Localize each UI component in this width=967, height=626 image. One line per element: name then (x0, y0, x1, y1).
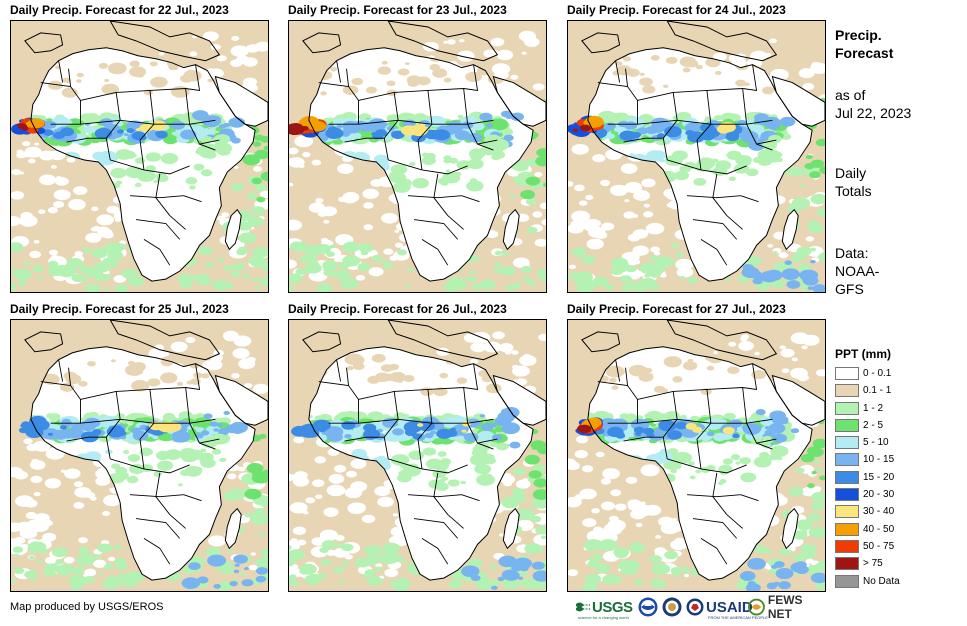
forecast-map (10, 20, 269, 293)
panel-title: Daily Precip. Forecast for 23 Jul., 2023 (288, 3, 507, 17)
noaa-emblem-icon (638, 597, 658, 617)
legend-label: 1 - 2 (863, 402, 884, 414)
fews-net-wordmark: FEWS NET (767, 593, 803, 621)
legend-swatch (835, 401, 859, 415)
noaa-logo (638, 596, 658, 618)
legend-swatch (835, 418, 859, 432)
legend-swatch (835, 557, 859, 571)
sidebar-totals-line1: Daily (835, 165, 867, 181)
dhs-logo (662, 596, 682, 618)
usgs-wave-icon (576, 602, 590, 612)
dhs-seal-icon (662, 597, 682, 617)
panel-title: Daily Precip. Forecast for 26 Jul., 2023 (288, 302, 507, 316)
legend-swatch (835, 453, 859, 467)
legend-label: 10 - 15 (863, 454, 895, 466)
forecast-map (288, 319, 547, 592)
forecast-map (288, 20, 547, 293)
forecast-panel-day3: Daily Precip. Forecast for 24 Jul., 2023 (567, 3, 826, 293)
legend-label: 0 - 0.1 (863, 368, 892, 379)
usaid-wordmark: USAID (706, 598, 753, 616)
legend-label: 2 - 5 (863, 419, 884, 431)
legend-label: 40 - 50 (863, 523, 895, 535)
legend-swatch (835, 384, 859, 398)
forecast-panel-day5: Daily Precip. Forecast for 26 Jul., 2023 (288, 302, 547, 592)
sidebar-heading-line2: Forecast (835, 45, 894, 61)
fews-globe-icon (748, 598, 765, 616)
legend-label: 50 - 75 (863, 540, 895, 552)
forecast-map (10, 319, 269, 592)
panel-title: Daily Precip. Forecast for 27 Jul., 2023 (567, 302, 786, 316)
legend-swatch (835, 488, 859, 502)
legend-label: 15 - 20 (863, 471, 895, 483)
usgs-wordmark: USGS (592, 598, 633, 616)
sidebar-heading-line1: Precip. (835, 27, 882, 43)
legend-swatch (835, 505, 859, 519)
legend-label: 5 - 10 (863, 437, 889, 449)
usgs-tagline: science for a changing world (578, 615, 629, 620)
legend-label: No Data (863, 575, 900, 587)
sidebar-data-line2: NOAA- (835, 263, 880, 279)
sidebar-data-line1: Data: (835, 245, 869, 261)
forecast-map (567, 20, 826, 293)
legend-label: 20 - 30 (863, 489, 895, 501)
panel-title: Daily Precip. Forecast for 25 Jul., 2023 (10, 302, 229, 316)
forecast-panel-day6: Daily Precip. Forecast for 27 Jul., 2023 (567, 302, 826, 592)
legend-swatch (835, 574, 859, 588)
forecast-panel-day4: Daily Precip. Forecast for 25 Jul., 2023 (10, 302, 269, 592)
legend-swatch (835, 522, 859, 536)
legend-title: PPT (mm) (835, 347, 892, 361)
legend-label: 30 - 40 (863, 506, 895, 518)
panel-title: Daily Precip. Forecast for 24 Jul., 2023 (567, 3, 786, 17)
sidebar-asof-line1: as of (835, 87, 866, 103)
forecast-panel-day1: Daily Precip. Forecast for 22 Jul., 2023 (10, 3, 269, 293)
forecast-panel-day2: Daily Precip. Forecast for 23 Jul., 2023 (288, 3, 547, 293)
usgs-logo: USGS (576, 596, 633, 618)
logo-strip: USGS science for a changing world USAID … (576, 593, 826, 621)
forecast-map (567, 319, 826, 592)
legend-swatch (835, 436, 859, 450)
usaid-tagline: FROM THE AMERICAN PEOPLE (708, 615, 768, 620)
sidebar-totals-line2: Totals (835, 183, 872, 199)
usaid-logo: USAID (686, 596, 753, 618)
usaid-seal-icon (686, 598, 704, 616)
credit-text: Map produced by USGS/EROS (10, 601, 164, 613)
sidebar-data-line3: GFS (835, 281, 864, 297)
legend-swatch (835, 470, 859, 484)
sidebar-asof-line2: Jul 22, 2023 (835, 105, 912, 121)
panel-title: Daily Precip. Forecast for 22 Jul., 2023 (10, 3, 229, 17)
legend-label: 0.1 - 1 (863, 385, 892, 397)
legend-swatch (835, 539, 859, 553)
legend-swatch (835, 367, 859, 380)
fews-net-logo: FEWS NET (748, 593, 826, 621)
legend-label: > 75 (863, 558, 883, 570)
